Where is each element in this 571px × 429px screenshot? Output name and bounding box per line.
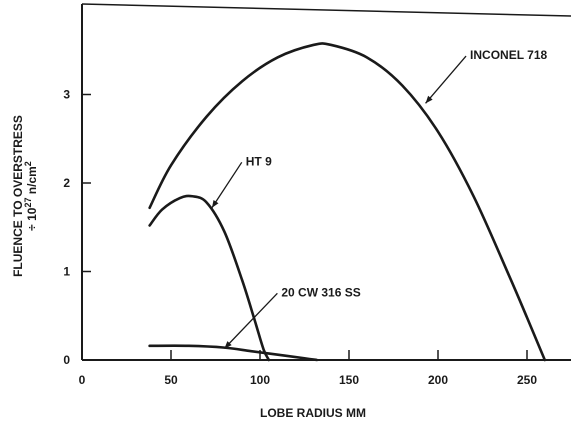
annotation-arrow-ht-9 <box>211 161 243 209</box>
y-axis-title: FLUENCE TO OVERSTRESS ÷ 1027 n/cm2 <box>11 115 39 277</box>
y-ticks: 0 1 2 3 <box>63 88 91 367</box>
x-tick-label-200: 200 <box>428 373 448 387</box>
annotation-arrow-20-cw-316-ss <box>223 292 278 349</box>
x-ticks: 0 50 100 150 200 250 <box>79 350 537 387</box>
y-axis-title-line1: FLUENCE TO OVERSTRESS <box>11 115 25 277</box>
annotation-arrowhead-inconel-718 <box>425 95 433 104</box>
x-tick-label-150: 150 <box>339 373 359 387</box>
series-lines <box>148 42 547 362</box>
y-tick-label-2: 2 <box>63 176 70 190</box>
y-tick-label-3: 3 <box>63 88 70 102</box>
annotation-arrowhead-20-cw-316-ss <box>224 341 232 349</box>
x-tick-label-100: 100 <box>250 373 270 387</box>
annotation-arrowhead-ht-9 <box>211 199 219 208</box>
annotation-label-20-cw-316-ss: 20 CW 316 SS <box>281 285 360 299</box>
x-tick-label-250: 250 <box>517 373 537 387</box>
y-axis-title-line2: ÷ 1027 n/cm2 <box>23 161 39 231</box>
y-axis-title-exp: 27 <box>23 198 33 208</box>
annotations: INCONEL 718 HT 9 20 CW 316 SS <box>211 48 548 349</box>
y-tick-label-0: 0 <box>63 353 70 367</box>
series-line-ht-9 <box>148 194 271 362</box>
series-line-20-cw-316-ss <box>148 344 319 362</box>
annotation-label-inconel-718: INCONEL 718 <box>470 48 547 62</box>
plot-frame <box>81 3 571 361</box>
x-tick-label-50: 50 <box>164 373 178 387</box>
x-axis-title: LOBE RADIUS MM <box>260 406 366 420</box>
annotation-label-ht-9: HT 9 <box>246 154 272 168</box>
y-axis-title-unit: n/cm <box>25 166 39 197</box>
y-tick-label-1: 1 <box>63 265 70 279</box>
series-line-inconel-718 <box>148 42 547 362</box>
annotation-arrow-inconel-718 <box>425 55 467 104</box>
x-tick-label-0: 0 <box>79 373 86 387</box>
y-axis-title-prefix: ÷ 10 <box>25 207 39 231</box>
top-border <box>81 3 571 17</box>
y-axis-title-unit-exp: 2 <box>23 161 33 166</box>
